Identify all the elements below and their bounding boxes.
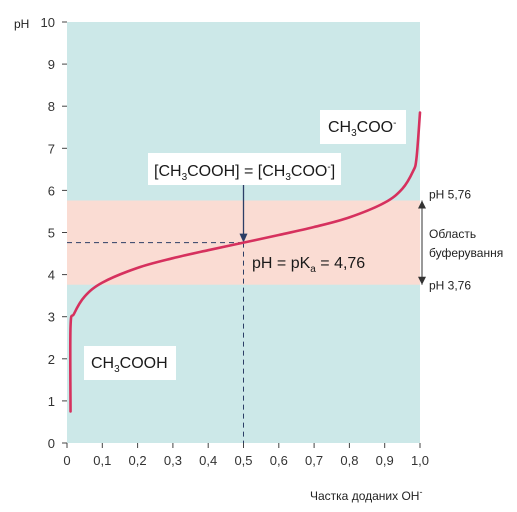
y-tick-label: 8 <box>48 99 55 114</box>
equality-sub-2: 3 <box>285 172 291 183</box>
equality-sub-1: 3 <box>182 172 188 183</box>
y-tick-label: 2 <box>48 352 55 367</box>
y-tick-label: 5 <box>48 226 55 241</box>
x-tick-label: 0,3 <box>164 453 182 468</box>
x-tick-label: 0 <box>63 453 70 468</box>
ph-pka-sub: a <box>310 264 316 275</box>
anion-label-box <box>320 110 406 144</box>
x-tick-label: 0,5 <box>234 453 252 468</box>
anion-label: CH3COO- <box>328 118 396 139</box>
x-tick-label: 0,7 <box>305 453 323 468</box>
x-tick-label: 1,0 <box>411 453 429 468</box>
x-axis-label: Частка доданих OH- <box>310 487 422 503</box>
y-tick-label: 10 <box>41 15 55 30</box>
ph-low-label: pH 3,76 <box>429 279 471 293</box>
pka-arrowhead <box>239 233 248 243</box>
buffer-bracket <box>418 200 426 285</box>
x-tick-label: 0,9 <box>376 453 394 468</box>
equality-label: [CH3COOH] = [CH3COO-] <box>154 162 335 183</box>
ph-pka-label: pH = pKa = 4,76 <box>252 255 365 275</box>
buffer-label-line-1: Область <box>429 227 476 241</box>
equality-part-3: COO <box>291 163 327 180</box>
ph-high-label: pH 5,76 <box>429 188 471 202</box>
y-tick-label: 7 <box>48 141 55 156</box>
anion-part-1: CH <box>328 119 351 136</box>
titration-curve <box>68 111 422 413</box>
buffer-bracket-arrow-down <box>418 276 426 285</box>
ph-pka-part-2: = 4,76 <box>316 255 365 272</box>
equality-part-4: ] <box>331 163 335 180</box>
equality-part-2: COOH] = [CH <box>187 163 285 180</box>
x-ticks: 0 0,1 0,2 0,3 0,4 0,5 0,6 0,7 0,8 0,9 1,0 <box>63 443 429 468</box>
acid-part-1: CH <box>91 355 114 372</box>
y-ticks: 0 1 2 3 4 5 6 7 8 9 10 <box>41 15 67 451</box>
ph-pka-part-1: pH = pK <box>252 255 311 272</box>
equality-part-1: [CH <box>154 163 182 180</box>
y-tick-label: 1 <box>48 394 55 409</box>
y-tick-label: 9 <box>48 57 55 72</box>
y-tick-label: 6 <box>48 183 55 198</box>
x-axis-label-sup: - <box>419 487 422 497</box>
y-axis-label: pH <box>14 17 29 31</box>
x-tick-label: 0,1 <box>93 453 111 468</box>
anion-part-2: COO <box>357 119 393 136</box>
buffer-bracket-arrow-up <box>418 200 426 209</box>
x-tick-label: 0,8 <box>340 453 358 468</box>
x-axis-label-text: Частка доданих OH <box>310 489 419 503</box>
x-tick-label: 0,4 <box>199 453 217 468</box>
anion-sub: 3 <box>351 128 357 139</box>
y-tick-label: 0 <box>48 436 55 451</box>
acid-label: CH3COOH <box>91 355 168 375</box>
y-tick-label: 3 <box>48 310 55 325</box>
x-tick-label: 0,2 <box>129 453 147 468</box>
acid-label-box <box>84 346 176 380</box>
acid-sub: 3 <box>114 364 120 375</box>
y-tick-label: 4 <box>48 268 55 283</box>
anion-sup: - <box>393 118 396 129</box>
equality-sup: - <box>327 162 330 173</box>
acid-part-2: COOH <box>120 355 168 372</box>
buffer-label-line-2: буферування <box>429 246 503 260</box>
x-tick-label: 0,6 <box>270 453 288 468</box>
equality-label-box <box>148 153 341 185</box>
